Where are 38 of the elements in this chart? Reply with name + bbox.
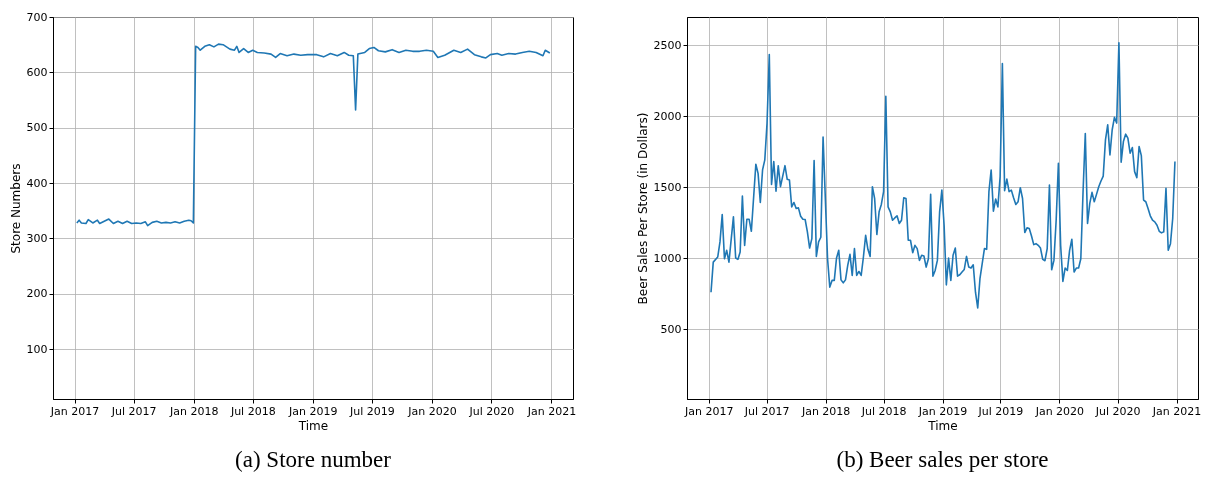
line-series	[76, 43, 551, 227]
x-axis-title: Time	[297, 418, 329, 433]
y-axis-title: Beer Sales Per Store (in Dollars)	[635, 112, 650, 305]
line-series	[710, 41, 1176, 309]
x-tick-label: Jul 2017	[743, 404, 790, 418]
text: (b) Beer sales per store	[836, 447, 1049, 472]
y-tick-label: 2000	[653, 109, 682, 123]
x-tick-label: Jul 2019	[349, 404, 395, 418]
y-tick-label: 200	[26, 287, 48, 301]
y-tick-label: 600	[26, 65, 48, 79]
x-tick-label: Jul 2017	[110, 404, 157, 418]
x-tick-label: Jan 2020	[407, 404, 457, 418]
x-tick-label: Jul 2020	[1094, 404, 1141, 418]
x-tick-label: Jan 2021	[526, 404, 577, 418]
y-tick-label: 1500	[653, 180, 682, 194]
x-tick-label: Jan 2018	[800, 404, 851, 418]
x-tick-label: Jan 2017	[49, 404, 100, 418]
x-tick-label: Jan 2018	[168, 404, 219, 418]
y-tick-label: 100	[26, 342, 48, 356]
x-tick-label: Jul 2020	[468, 404, 515, 418]
y-tick-label: 300	[26, 231, 48, 245]
y-tick-label: 1000	[653, 251, 682, 265]
y-tick-label: 500	[26, 121, 48, 135]
x-tick-label: Jan 2019	[288, 404, 338, 418]
x-tick-label: Jul 2019	[977, 404, 1024, 418]
y-axis-title: Store Numbers	[8, 163, 23, 254]
y-tick-label: 700	[26, 10, 48, 24]
text: (a) Store number	[235, 447, 392, 472]
x-tick-label: Jan 2020	[1034, 404, 1085, 418]
y-tick-label: 400	[26, 176, 48, 190]
y-tick-label: 2500	[653, 38, 682, 52]
x-tick-label: Jul 2018	[860, 404, 907, 418]
x-tick-label: Jan 2017	[684, 404, 734, 418]
x-tick-label: Jan 2021	[1151, 404, 1202, 418]
x-axis-title: Time	[927, 418, 958, 433]
x-tick-label: Jan 2019	[917, 404, 968, 418]
y-tick-label: 500	[660, 322, 682, 336]
x-tick-label: Jul 2018	[229, 404, 276, 418]
